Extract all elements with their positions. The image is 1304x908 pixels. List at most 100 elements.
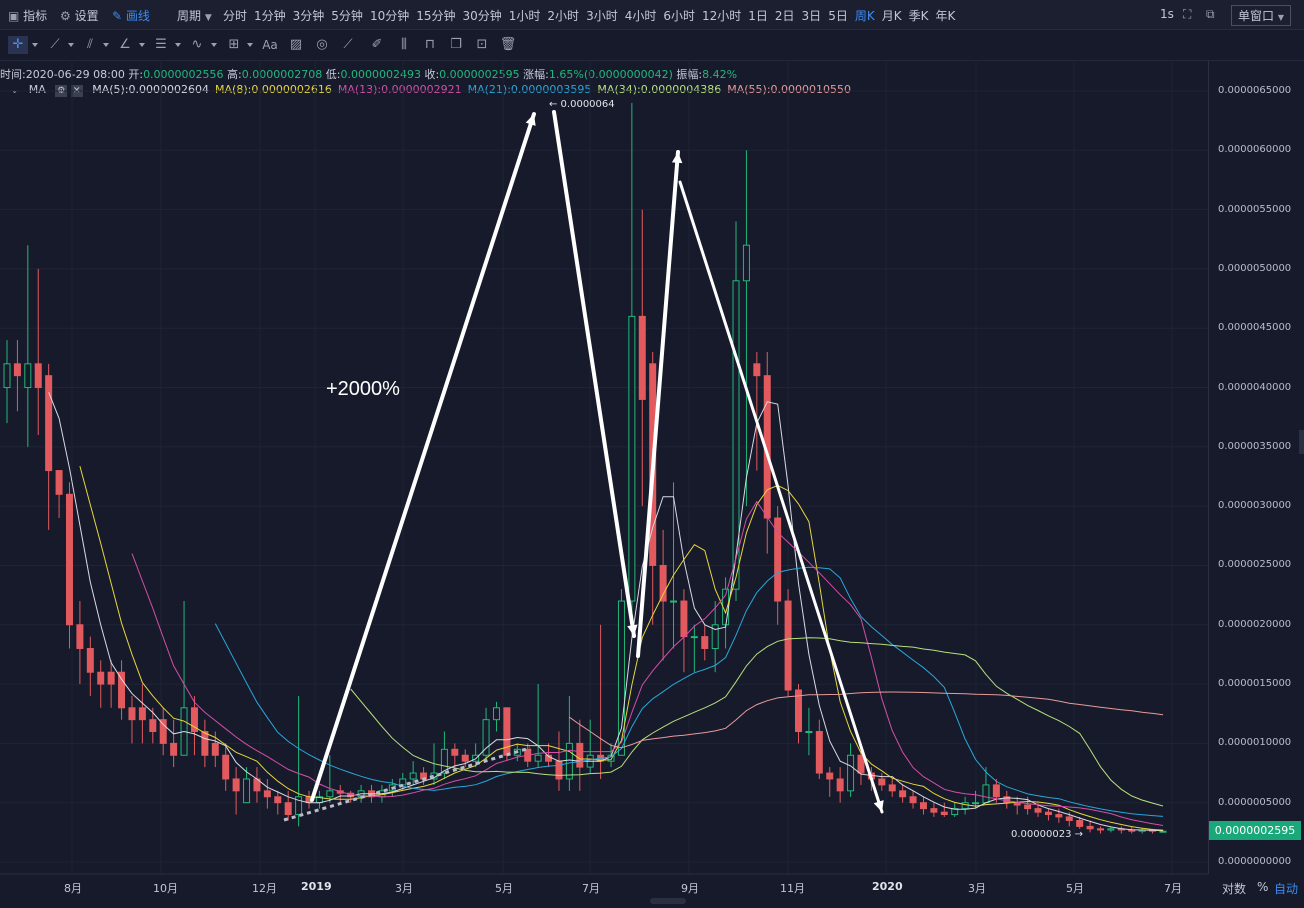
candle-down — [555, 760, 563, 780]
angle-icon[interactable]: ∠ — [119, 37, 131, 52]
caret-down-icon[interactable] — [103, 43, 109, 47]
period-tab[interactable]: 10分钟 — [369, 9, 410, 23]
period-tab[interactable]: 12小时 — [701, 9, 742, 23]
scroll-handle[interactable] — [650, 898, 686, 904]
popout-icon[interactable]: ⧉ — [1206, 7, 1215, 21]
annotation-arrowhead — [873, 800, 884, 812]
candle-down — [232, 778, 240, 792]
ma-name: MA — [28, 83, 46, 96]
period-tab[interactable]: 月K — [881, 9, 902, 23]
rect-icon[interactable]: ⊞ — [228, 37, 240, 52]
period-tab[interactable]: 5分钟 — [331, 9, 363, 23]
y-tick-label: 0.0000015000 — [1218, 678, 1292, 690]
period-tab[interactable]: 1日 — [748, 9, 768, 23]
ruler-icon[interactable]: ⟋ — [343, 37, 353, 52]
drawing-button[interactable]: ✎ 画线 — [112, 9, 150, 23]
period-dropdown[interactable]: 周期 ▼ — [177, 9, 212, 23]
candle-up — [409, 772, 417, 780]
candle-down — [919, 802, 927, 810]
current-price-badge: 0.0000002595 — [1209, 821, 1301, 840]
period-tab[interactable]: 30分钟 — [462, 9, 502, 23]
fullscreen-icon[interactable]: ⛶ — [1183, 7, 1192, 21]
period-tab[interactable]: 3分钟 — [292, 9, 325, 23]
caret-down-icon[interactable] — [68, 43, 74, 47]
trendline-icon[interactable]: ⟋ — [50, 37, 60, 52]
y-tick-label: 0.0000050000 — [1218, 262, 1292, 274]
window-mode-select[interactable]: 单窗口 ▼ — [1231, 5, 1291, 26]
candle-up — [430, 772, 438, 780]
x-tick-label: 11月 — [780, 882, 805, 895]
period-tab[interactable]: 2小时 — [547, 9, 580, 23]
candle-down — [1024, 804, 1032, 810]
candle-down — [1076, 819, 1084, 827]
chevron-down-icon[interactable]: ⌄ — [10, 83, 20, 96]
annotation-arrow — [552, 110, 636, 638]
y-tick-label: 0.0000030000 — [1218, 500, 1292, 512]
candle-down — [86, 647, 94, 673]
candle-up — [617, 600, 625, 756]
candle-up — [1159, 830, 1167, 833]
indicator-button[interactable]: ▣ 指标 — [8, 9, 48, 23]
eraser-ring-icon[interactable]: ◎ — [316, 37, 328, 52]
log-scale-toggle[interactable]: 对数 — [1222, 882, 1247, 896]
close-icon[interactable]: ✕ — [70, 85, 83, 97]
period-tab[interactable]: 季K — [908, 9, 929, 23]
axis-drag-handle[interactable] — [1299, 430, 1304, 454]
lock-icon[interactable]: ⊓ — [424, 37, 436, 52]
caret-down-icon[interactable] — [32, 43, 38, 47]
period-tab[interactable]: 15分钟 — [416, 9, 456, 23]
gear-icon[interactable]: ⚙ — [55, 85, 68, 97]
horizontal-lines-icon[interactable]: ☰ — [155, 37, 167, 52]
candle-down — [1034, 808, 1042, 813]
period-tab[interactable]: 周K — [854, 9, 875, 23]
parallel-channel-icon[interactable]: ⫽ — [87, 37, 93, 52]
period-tab[interactable]: 年K — [935, 9, 956, 23]
candle-down — [201, 731, 209, 756]
period-tab[interactable]: 1分钟 — [254, 9, 286, 23]
text-tool-button[interactable]: Aa — [262, 38, 278, 52]
percent-toggle[interactable]: % — [1257, 880, 1269, 894]
screenshot-icon[interactable]: ⊡ — [476, 37, 488, 52]
candle-down — [826, 772, 834, 780]
period-tab[interactable]: 2日 — [774, 9, 795, 23]
candle-down — [274, 796, 282, 804]
trash-icon[interactable]: 🗑 — [499, 37, 517, 52]
candle-down — [170, 742, 178, 756]
caret-down-icon[interactable] — [175, 43, 181, 47]
period-tab[interactable]: 3小时 — [586, 9, 618, 23]
candle-down — [253, 778, 261, 792]
brush-icon[interactable]: ✐ — [371, 37, 383, 52]
candle-up — [732, 280, 740, 590]
period-tab[interactable]: 5日 — [828, 9, 848, 23]
crosshair-icon[interactable]: ✛ — [8, 36, 28, 54]
candle-pattern-icon[interactable]: ⫼ — [401, 37, 407, 52]
fib-icon[interactable]: ▨ — [289, 37, 303, 52]
candle-down — [763, 375, 771, 519]
candle-down — [1149, 829, 1157, 832]
caret-down-icon[interactable] — [247, 43, 253, 47]
candle-down — [899, 790, 907, 798]
period-tab[interactable]: 3日 — [801, 9, 822, 23]
candle-up — [805, 731, 813, 734]
settings-button[interactable]: ⚙ 设置 — [60, 9, 99, 23]
period-tab[interactable]: 1小时 — [508, 9, 541, 23]
candle-up — [513, 748, 521, 756]
candle-down — [55, 470, 63, 495]
auto-scale-toggle[interactable]: 自动 — [1274, 882, 1299, 896]
wave-icon[interactable]: ∿ — [191, 37, 203, 52]
y-tick-label: 0.0000020000 — [1218, 618, 1292, 630]
candle-down — [680, 600, 688, 638]
y-tick-label: 0.0000000000 — [1218, 856, 1292, 867]
period-tab[interactable]: 6小时 — [663, 9, 695, 23]
period-tab[interactable]: 4小时 — [624, 9, 657, 23]
candle-down — [576, 742, 584, 768]
copy-icon[interactable]: ❐ — [450, 37, 462, 52]
caret-down-icon[interactable] — [211, 43, 217, 47]
price-axis[interactable] — [1208, 60, 1304, 874]
x-tick-label: 8月 — [64, 882, 82, 895]
caret-down-icon[interactable] — [139, 43, 145, 47]
refresh-rate[interactable]: 1s — [1160, 7, 1174, 21]
candle-down — [940, 811, 948, 816]
ma-line — [214, 566, 1164, 817]
period-tab[interactable]: 分时 — [223, 9, 248, 23]
